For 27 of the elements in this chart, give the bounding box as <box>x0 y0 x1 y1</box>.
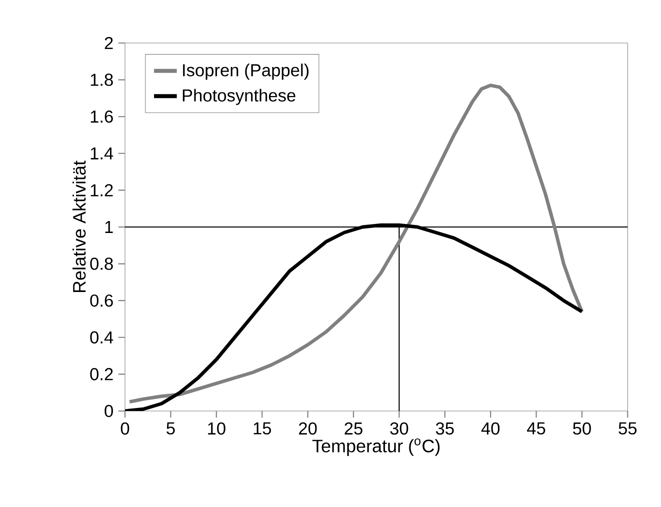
y-axis-title: Relative Aktivität <box>72 160 86 292</box>
y-tick-label: 0.4 <box>90 331 114 344</box>
x-tick-label: 0 <box>120 422 130 435</box>
y-tick-label: 0.8 <box>90 258 113 270</box>
x-tick-label: 40 <box>481 422 500 435</box>
y-tick-label: 0 <box>104 404 113 418</box>
y-tick-label: 0.6 <box>90 294 113 307</box>
y-tick-label: 2 <box>104 36 113 50</box>
x-tick-label: 15 <box>254 422 271 434</box>
x-tick-label: 5 <box>166 422 175 434</box>
x-tick-label: 50 <box>573 422 591 435</box>
x-axis-title: Temperatur ($^{o}$C) <box>312 438 440 456</box>
y-tick-label: 1.8 <box>90 74 113 86</box>
x-tick-label: 35 <box>436 422 454 435</box>
x-tick-label: 45 <box>527 422 546 434</box>
y-tick-label: 0.2 <box>90 368 113 380</box>
x-tick-label: 30 <box>390 422 408 435</box>
x-tick-label: 20 <box>299 422 317 435</box>
legend-label: Isopren (Pappel) <box>183 64 309 80</box>
y-tick-label: 1.4 <box>90 147 114 160</box>
y-tick-label: 1.2 <box>90 184 113 196</box>
legend-label: Photosynthese <box>182 88 296 106</box>
x-tick-label: 10 <box>208 422 226 435</box>
y-tick-label: 1.6 <box>90 110 113 123</box>
x-tick-label: 25 <box>344 422 362 435</box>
x-tick-label: 55 <box>618 422 637 434</box>
y-tick-label: 1 <box>105 221 113 233</box>
